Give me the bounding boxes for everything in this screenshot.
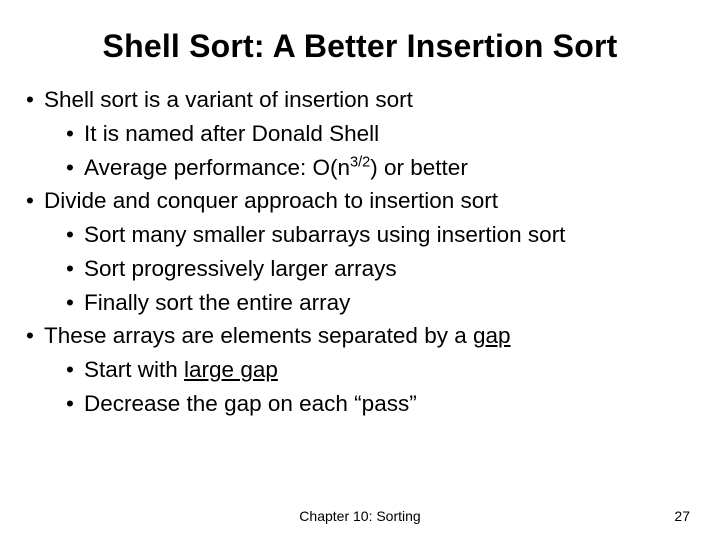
bullet-text: Start with large gap [84,353,700,387]
chapter-label: Chapter 10: Sorting [0,508,720,524]
bullet-icon [66,252,84,286]
list-item: Divide and conquer approach to insertion… [26,184,700,218]
bullet-icon [66,387,84,421]
list-item: Sort progressively larger arrays [66,252,700,286]
list-item: It is named after Donald Shell [66,117,700,151]
bullet-text: Finally sort the entire array [84,286,700,320]
list-item: Sort many smaller subarrays using insert… [66,218,700,252]
bullet-icon [66,218,84,252]
page-number: 27 [674,508,690,524]
slide-title: Shell Sort: A Better Insertion Sort [20,28,700,65]
list-item: Shell sort is a variant of insertion sor… [26,83,700,117]
bullet-icon [66,151,84,185]
list-item: These arrays are elements separated by a… [26,319,700,353]
bullet-text: Average performance: O(n3/2) or better [84,151,700,185]
bullet-text: Divide and conquer approach to insertion… [44,184,700,218]
bullet-text: It is named after Donald Shell [84,117,700,151]
slide-footer: Chapter 10: Sorting 27 [0,508,720,526]
bullet-icon [26,83,44,117]
bullet-list: Shell sort is a variant of insertion sor… [20,83,700,421]
list-item: Finally sort the entire array [66,286,700,320]
bullet-text: Decrease the gap on each “pass” [84,387,700,421]
bullet-text: These arrays are elements separated by a… [44,319,700,353]
bullet-icon [26,184,44,218]
bullet-icon [26,319,44,353]
list-item: Start with large gap [66,353,700,387]
list-item: Average performance: O(n3/2) or better [66,151,700,185]
bullet-icon [66,353,84,387]
bullet-text: Sort many smaller subarrays using insert… [84,218,700,252]
list-item: Decrease the gap on each “pass” [66,387,700,421]
slide: Shell Sort: A Better Insertion Sort Shel… [0,0,720,540]
bullet-text: Sort progressively larger arrays [84,252,700,286]
bullet-icon [66,286,84,320]
bullet-icon [66,117,84,151]
bullet-text: Shell sort is a variant of insertion sor… [44,83,700,117]
